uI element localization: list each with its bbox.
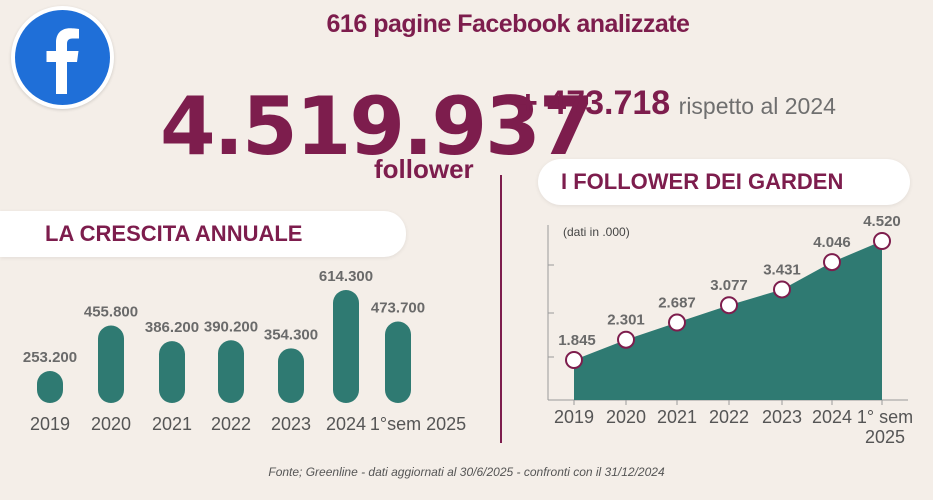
x-tick-label: 2024 xyxy=(812,407,852,427)
data-point xyxy=(617,330,635,349)
delta-summary: + 473.718 rispetto al 2024 xyxy=(518,84,836,123)
x-tick-label: 2024 xyxy=(326,414,366,434)
x-tick-label: 2019 xyxy=(30,414,70,434)
garden-followers-title: I FOLLOWER DEI GARDEN xyxy=(561,169,844,194)
delta-text: rispetto al 2024 xyxy=(678,93,836,119)
total-followers-value: 4.519.937 xyxy=(160,80,594,173)
data-point xyxy=(773,280,791,299)
x-tick-label: 2023 xyxy=(762,407,802,427)
source-footnote: Fonte; Greenline - dati aggiornati al 30… xyxy=(268,465,665,479)
area-series xyxy=(574,241,882,400)
annual-growth-chart: 253.200 2019 455.800 2020 386.200 2021 390.200… xyxy=(23,268,466,434)
bar-value-label: 473.700 xyxy=(371,300,425,317)
data-point xyxy=(873,232,891,250)
bar xyxy=(37,371,63,403)
bar-value-label: 390.200 xyxy=(204,318,258,335)
data-point xyxy=(823,253,841,272)
units-note: (dati in .000) xyxy=(563,225,630,239)
bar xyxy=(159,341,185,403)
data-point xyxy=(720,296,738,315)
facebook-icon xyxy=(15,10,110,105)
data-point xyxy=(565,351,583,369)
point-value-label: 4.520 xyxy=(863,213,901,230)
x-tick-label: 2019 xyxy=(554,407,594,427)
x-tick-label: 2021 xyxy=(657,407,697,427)
point-value-label: 3.431 xyxy=(763,261,801,278)
point-value-label: 1.845 xyxy=(558,332,596,349)
bar-value-label: 386.200 xyxy=(145,319,199,336)
bar xyxy=(218,340,244,403)
delta-value: + 473.718 xyxy=(518,84,671,122)
data-point xyxy=(668,313,686,332)
bar xyxy=(98,325,124,403)
garden-followers-header xyxy=(538,159,910,205)
point-value-label: 2.687 xyxy=(658,295,696,312)
bar-value-label: 455.800 xyxy=(84,304,138,321)
bar-value-label: 614.300 xyxy=(319,268,373,285)
x-tick-label: 2022 xyxy=(709,407,749,427)
x-tick-label: 1° sem 2025 xyxy=(857,407,913,447)
x-tick-label: 1°sem 2025 xyxy=(370,414,466,434)
point-value-label: 4.046 xyxy=(813,234,851,251)
garden-followers-chart: (dati in .000) 1.845 2.301 2.687 3.077 3.431 4… xyxy=(547,213,913,447)
bar-value-label: 253.200 xyxy=(23,349,77,366)
x-tick-label: 2020 xyxy=(606,407,646,427)
bar-value-label: 354.300 xyxy=(264,326,318,343)
total-followers-label: follower xyxy=(374,154,474,184)
section-divider xyxy=(500,175,502,443)
x-tick-label: 2022 xyxy=(211,414,251,434)
x-tick-label: 2021 xyxy=(152,414,192,434)
page-title: 616 pagine Facebook analizzate xyxy=(326,10,690,38)
x-tick-label: 2020 xyxy=(91,414,131,434)
bar xyxy=(278,348,304,403)
annual-growth-header xyxy=(0,211,406,257)
point-value-label: 2.301 xyxy=(607,312,645,329)
annual-growth-title: LA CRESCITA ANNUALE xyxy=(45,221,303,246)
bar xyxy=(333,290,359,403)
x-tick-label: 2023 xyxy=(271,414,311,434)
point-value-label: 3.077 xyxy=(710,277,748,294)
bar xyxy=(385,321,411,403)
facebook-logo xyxy=(11,6,114,109)
